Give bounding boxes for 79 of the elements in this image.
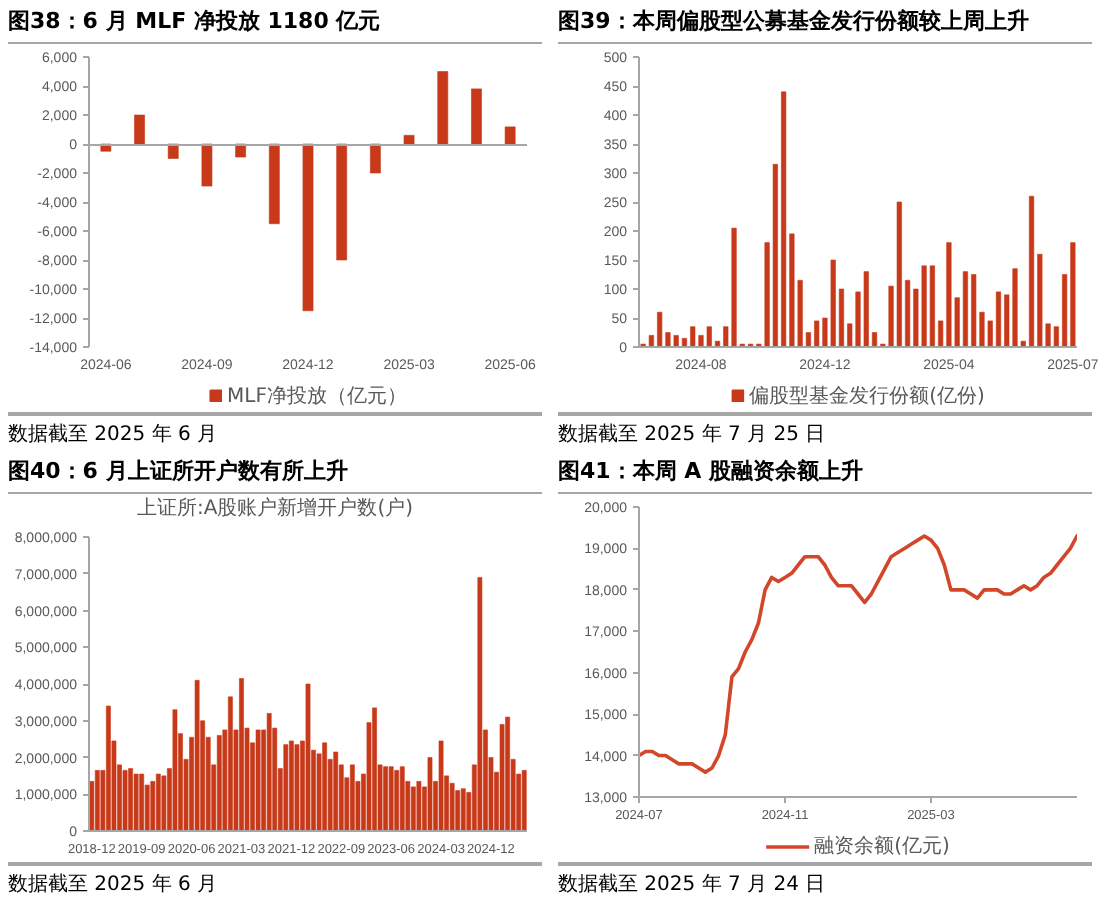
bar [106,705,111,831]
bar [521,770,527,831]
bar [349,764,355,831]
bar [962,271,969,347]
legend-label: 偏股型基金发行份额(亿份) [749,383,985,409]
bar [302,143,314,312]
bar [388,766,394,831]
bar [336,143,348,261]
text: 数据截至 2025 年 7 月 24 日 [558,871,826,900]
bar [946,242,952,347]
bar [690,326,696,347]
legend-label: MLF净投放（亿元） [227,383,407,409]
bar [1028,195,1035,347]
bar [228,696,233,831]
bar [499,724,505,831]
bar [239,678,244,831]
bar [216,735,222,831]
bar [322,742,328,831]
chart-subtitle: 上证所:A股账户新增开户数(户) [136,495,413,524]
bar [437,71,449,145]
chart-title: 图38：6 月 MLF 净投放 1180 亿元 [8,6,381,38]
bar [150,781,156,831]
legend-label: 融资余额(亿元) [814,833,950,859]
bar [294,744,300,831]
bar [1070,242,1076,347]
bar [504,126,516,145]
bar [863,271,869,347]
line-series [639,534,1077,774]
chart-title: 图39：本周偏股型公募基金发行份额较上周上升 [558,6,1029,38]
bar [427,757,433,831]
bar [372,707,377,831]
bar [288,740,294,831]
bar [416,781,422,831]
bar [134,114,145,145]
bar [161,775,167,831]
bar [383,766,388,831]
bar [921,265,927,347]
chart-title: 图41：本周 A 股融资余额上升 [558,456,863,488]
bar [455,790,461,831]
text: 数据截至 2025 年 6 月 [8,421,218,450]
bar [706,326,712,347]
bar [1012,268,1018,347]
bar [438,740,444,831]
bar [235,143,246,158]
bar [449,782,455,831]
bar [673,335,679,347]
bar [172,709,178,831]
bar [122,770,128,831]
bar [155,773,161,831]
bar [128,768,133,831]
bar [167,143,179,159]
chart-title: 图40：6 月上证所开户数有所上升 [8,456,348,488]
bar [266,713,272,831]
bar [403,135,415,145]
bar [100,143,112,152]
bar [94,770,100,831]
bar [830,259,836,347]
bar [194,680,200,831]
text: 数据截至 2025 年 7 月 25 日 [558,421,826,450]
bar [477,577,483,831]
bar [201,143,213,187]
bar [268,143,280,225]
bar [283,744,289,831]
bar [139,773,145,831]
bar [995,291,1002,347]
bar [370,143,381,174]
bar [471,88,482,145]
text: 数据截至 2025 年 6 月 [8,871,218,900]
bar [333,751,339,831]
bar [255,729,261,831]
bar [133,773,139,831]
bar [460,788,466,831]
bar [971,274,977,347]
bar [731,227,737,347]
bar [305,683,311,831]
bar [394,770,400,831]
bar [505,716,510,831]
bar [410,786,416,831]
bar [399,766,405,831]
